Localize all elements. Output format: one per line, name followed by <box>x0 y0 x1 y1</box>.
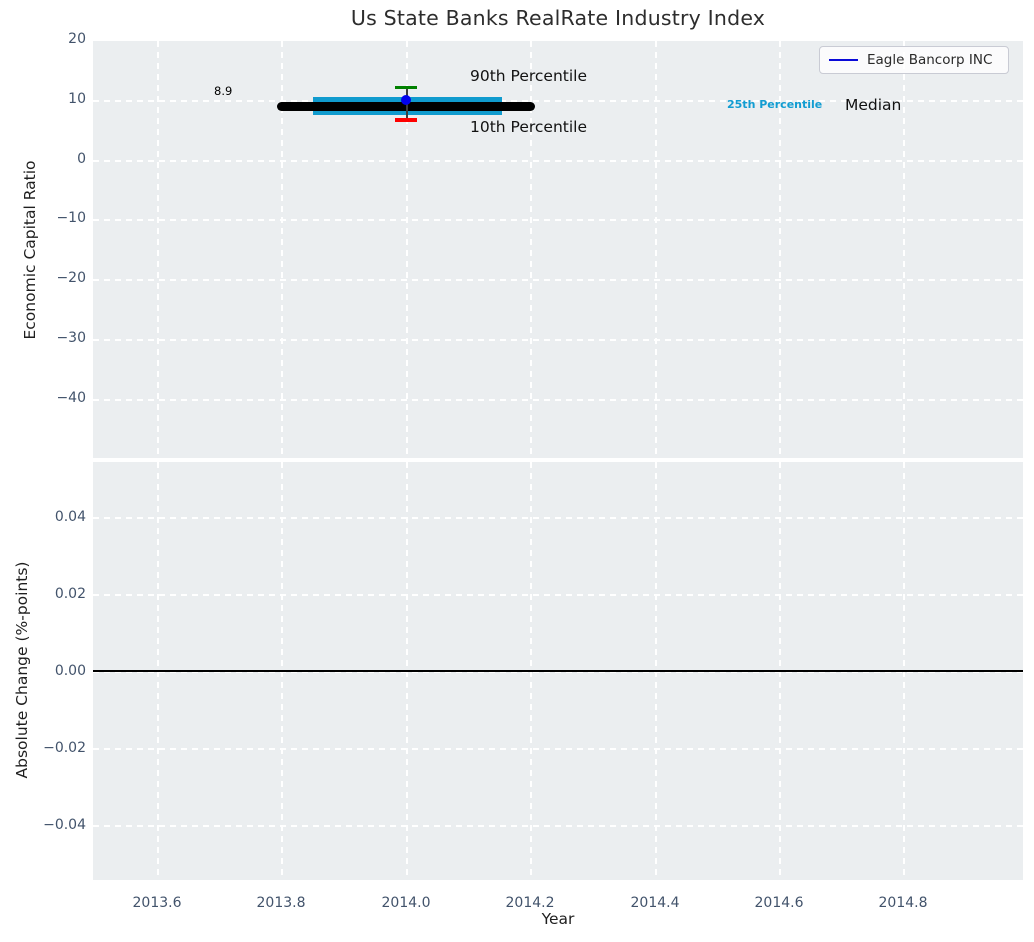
ytick-label: 0.04 <box>54 509 86 525</box>
gridline <box>93 279 1023 281</box>
errorbar-stem <box>406 87 408 122</box>
legend-line-sample <box>829 59 858 61</box>
ytick-label: −20 <box>56 270 86 286</box>
percentile-90-label: 90th Percentile <box>470 67 588 85</box>
ytick-label: −30 <box>56 330 86 346</box>
bottom-plot-area <box>93 462 1023 880</box>
gridline <box>779 41 781 458</box>
percentile-90-cap <box>395 85 417 90</box>
gridline <box>530 41 532 458</box>
gridline <box>93 339 1023 341</box>
gridline <box>93 219 1023 221</box>
gridline <box>93 594 1023 596</box>
gridline <box>93 517 1023 519</box>
median-label: Median <box>845 96 902 114</box>
legend: Eagle Bancorp INC <box>819 46 1009 74</box>
ytick-label: −0.04 <box>43 817 86 833</box>
gridline <box>281 41 283 458</box>
gridline <box>903 41 905 458</box>
percentile-10-cap <box>395 118 417 122</box>
gridline <box>655 41 657 458</box>
ytick-label: 20 <box>68 31 86 47</box>
median-value-label: 8.9 <box>214 84 233 98</box>
xtick-label: 2014.2 <box>505 895 555 911</box>
xtick-label: 2014.0 <box>381 895 431 911</box>
gridline <box>93 100 1023 102</box>
ytick-label: 0.00 <box>54 663 86 679</box>
ytick-label: 0 <box>77 151 86 167</box>
percentile-10-label: 10th Percentile <box>470 118 588 136</box>
gridline <box>406 41 408 458</box>
company-data-point <box>401 94 411 105</box>
legend-series-label: Eagle Bancorp INC <box>867 52 993 68</box>
gridline <box>157 41 159 458</box>
xtick-label: 2013.8 <box>256 895 306 911</box>
gridline <box>93 160 1023 162</box>
ytick-label: −0.02 <box>43 740 86 756</box>
xtick-label: 2014.8 <box>878 895 928 911</box>
gridline <box>93 748 1023 750</box>
chart-title: Us State Banks RealRate Industry Index <box>350 6 766 30</box>
gridline <box>93 825 1023 827</box>
zero-reference-line <box>93 670 1023 672</box>
ytick-label: 0.02 <box>54 586 86 602</box>
xtick-label: 2013.6 <box>132 895 182 911</box>
gridline <box>93 399 1023 401</box>
top-plot-area: 8.9 90th Percentile 10th Percentile 25th… <box>93 41 1023 458</box>
ytick-label: −40 <box>56 390 86 406</box>
ytick-label: 10 <box>68 91 86 107</box>
xtick-label: 2014.4 <box>630 895 680 911</box>
percentile-25-label: 25th Percentile <box>727 98 823 111</box>
top-y-axis-label: Economic Capital Ratio <box>21 160 39 340</box>
x-axis-label: Year <box>541 910 575 928</box>
xtick-label: 2014.6 <box>754 895 804 911</box>
bottom-y-axis-label: Absolute Change (%-points) <box>13 561 31 779</box>
ytick-label: −10 <box>56 210 86 226</box>
